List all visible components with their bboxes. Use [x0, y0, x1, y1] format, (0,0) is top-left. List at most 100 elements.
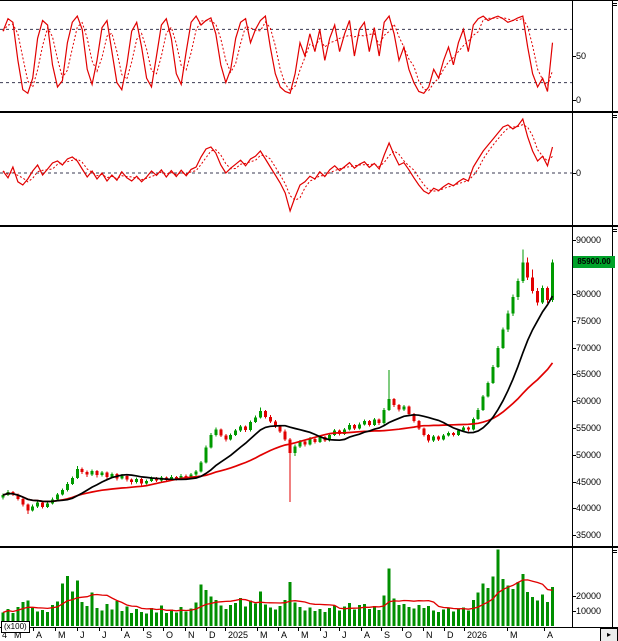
momentum-chart[interactable]: [0, 113, 572, 225]
candle-body: [511, 297, 515, 314]
volume-bar: [511, 589, 515, 626]
time-axis-tick: [381, 627, 382, 631]
month-label: D: [447, 630, 454, 640]
candle-body: [258, 410, 262, 418]
volume-bar: [95, 607, 99, 626]
panel-divider[interactable]: [0, 111, 618, 113]
month-label: M: [14, 630, 22, 640]
axis-tick: [572, 428, 576, 430]
volume-bar: [199, 584, 203, 626]
volume-bar: [70, 591, 74, 626]
momentum-axis-label: 0: [576, 168, 582, 178]
candle-body: [234, 430, 238, 436]
candle-body: [283, 431, 287, 440]
volume-bar: [466, 610, 470, 626]
axis-tick: [572, 508, 576, 510]
candle-body: [546, 288, 549, 300]
volume-bar: [357, 605, 361, 626]
candle-body: [308, 438, 312, 445]
price-panel[interactable]: [0, 227, 572, 546]
price-axis-label: 60000: [576, 396, 602, 407]
momentum-panel[interactable]: [0, 113, 572, 225]
panel-divider[interactable]: [0, 225, 618, 227]
volume-bar: [293, 602, 297, 626]
volume-chart[interactable]: [0, 548, 572, 626]
axis-tick: [572, 320, 576, 322]
volume-bar: [120, 611, 124, 626]
time-axis-tick: [444, 627, 445, 631]
month-label: M: [301, 630, 309, 640]
volume-bar: [516, 582, 520, 626]
candle-body: [328, 435, 332, 441]
volume-bar: [6, 608, 10, 626]
volume-bar: [392, 598, 396, 626]
volume-bar: [85, 605, 89, 626]
volume-bar: [26, 600, 30, 626]
candle-body: [36, 502, 40, 507]
stochastic-signal-line: [2, 17, 553, 92]
price-axis-label: 90000: [576, 235, 602, 246]
volume-bar: [471, 599, 475, 626]
candle-body: [417, 421, 421, 429]
volume-bar: [164, 613, 168, 626]
panel-divider[interactable]: [0, 546, 618, 548]
candle-body: [244, 426, 248, 431]
volume-unit-label: (x100): [1, 621, 30, 633]
volume-panel[interactable]: [0, 548, 572, 626]
candle-body: [189, 474, 193, 478]
candle-body: [31, 506, 35, 511]
stochastic-chart[interactable]: [0, 1, 572, 111]
candle-body: [432, 436, 436, 441]
candle-body: [506, 313, 510, 330]
candle-body: [21, 498, 25, 505]
volume-bar: [174, 612, 178, 626]
candle-body: [214, 429, 218, 436]
candle-body: [407, 406, 411, 415]
volume-bar: [541, 594, 545, 626]
month-label: S: [146, 630, 153, 640]
month-label: A: [547, 630, 554, 640]
scroll-right-button[interactable]: ▸: [600, 628, 618, 641]
candle-body: [476, 409, 480, 419]
volume-bar: [184, 611, 188, 626]
candle-body: [491, 366, 495, 384]
volume-bar: [348, 603, 351, 626]
candle-body: [367, 421, 371, 425]
candle-body: [526, 262, 530, 278]
volume-bar: [169, 609, 173, 626]
volume-bar: [313, 611, 317, 626]
month-label: 2025: [228, 630, 249, 640]
time-axis-tick: [99, 627, 100, 631]
candle-body: [402, 406, 406, 410]
time-axis-tick: [278, 627, 279, 631]
panel-grip: [613, 229, 617, 230]
candle-body: [343, 429, 347, 434]
candle-body: [224, 435, 228, 440]
month-label: 2026: [467, 630, 488, 640]
axis-tick: [572, 347, 576, 349]
candle-body: [135, 478, 139, 483]
candle-body: [278, 426, 282, 432]
price-axis-label: 35000: [576, 530, 602, 541]
value-axis[interactable]: 50 0 0 90000 80000 75000 70000 65000 60000 55000 5…: [0, 0, 618, 627]
time-axis[interactable]: 4 M A M J J A S O N D 2025 M A M J J A S O N D 2026 M A: [0, 627, 572, 641]
volume-axis-label: 20000: [576, 591, 602, 601]
candle-body: [362, 421, 366, 425]
candle-body: [313, 438, 317, 442]
axis-tick: [572, 454, 576, 456]
candle-body: [377, 419, 381, 424]
stochastic-panel[interactable]: [0, 1, 572, 111]
volume-bar: [456, 609, 460, 626]
candle-body: [447, 432, 450, 436]
volume-bar: [263, 604, 267, 626]
volume-bar: [268, 607, 272, 626]
time-axis-tick: [339, 627, 340, 631]
candle-body: [486, 383, 490, 397]
candle-body: [100, 472, 104, 476]
month-label: M: [260, 630, 268, 640]
volume-bar: [432, 610, 436, 626]
volume-bar: [273, 609, 277, 626]
candle-body: [145, 481, 149, 484]
price-chart[interactable]: [0, 227, 572, 546]
panel-border-top: [0, 0, 618, 1]
